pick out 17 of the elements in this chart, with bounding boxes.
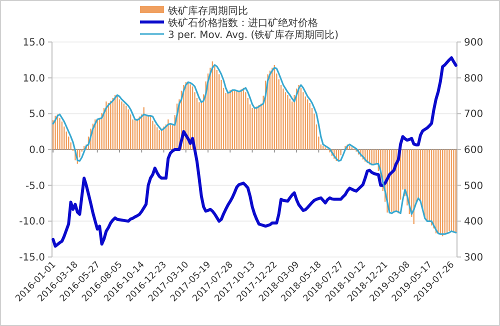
y2-tick-label: 900 xyxy=(464,38,484,48)
y-tick-label: -10.0 xyxy=(19,216,45,228)
y2-tick-label: 800 xyxy=(464,73,484,84)
y2-tick-label: 700 xyxy=(464,109,484,120)
y-tick-label: 10.0 xyxy=(22,73,45,84)
legend-label: 铁矿石价格指数：进口矿绝对价格 xyxy=(167,17,318,29)
y-tick-label: -15.0 xyxy=(19,252,45,264)
legend-label: 铁矿库存周期同比 xyxy=(167,5,248,17)
y-tick-label: 5.0 xyxy=(29,109,45,120)
y-tick-label: 15.0 xyxy=(22,38,45,48)
y-tick-label: -5.0 xyxy=(25,180,45,192)
y2-tick-label: 300 xyxy=(464,252,484,264)
legend-label: 3 per. Mov. Avg. (铁矿库存周期同比) xyxy=(168,29,339,41)
y2-tick-label: 600 xyxy=(464,145,484,156)
y2-tick-label: 400 xyxy=(464,216,484,228)
y2-tick-label: 500 xyxy=(464,180,484,192)
y-tick-label: 0.0 xyxy=(29,145,45,156)
